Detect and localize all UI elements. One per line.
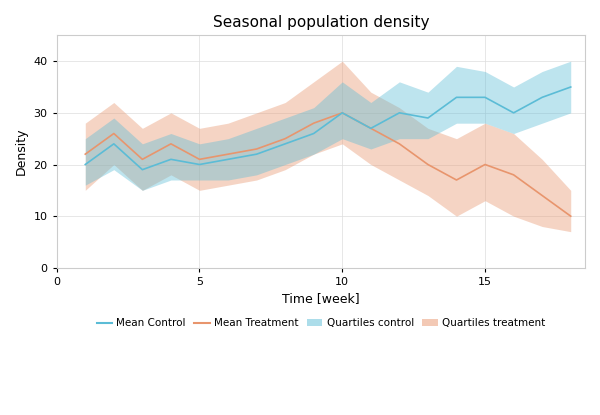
Title: Seasonal population density: Seasonal population density [212, 15, 429, 30]
X-axis label: Time [week]: Time [week] [282, 293, 359, 305]
Y-axis label: Density: Density [15, 128, 28, 176]
Legend: Mean Control, Mean Treatment, Quartiles control, Quartiles treatment: Mean Control, Mean Treatment, Quartiles … [92, 314, 550, 332]
